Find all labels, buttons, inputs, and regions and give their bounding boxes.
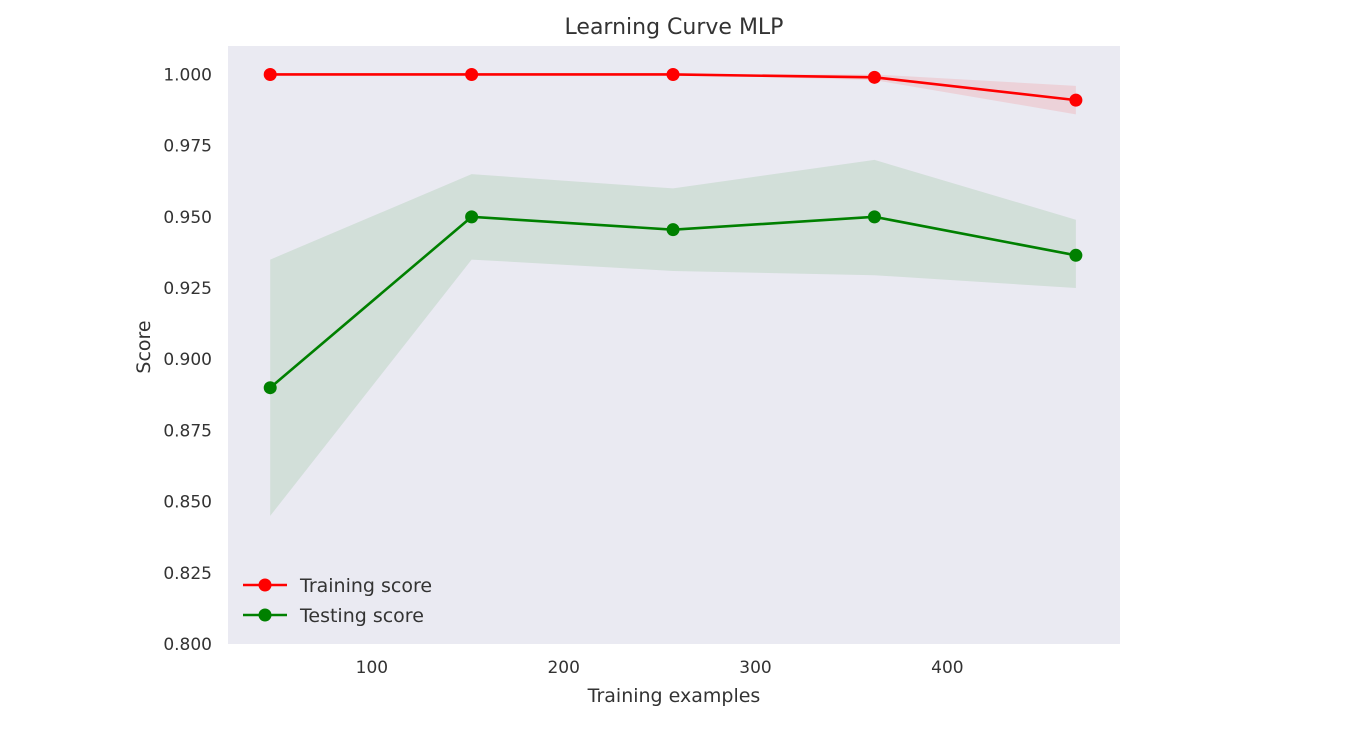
x-tick-label: 200 — [547, 658, 579, 678]
x-tick-label: 300 — [739, 658, 771, 678]
y-tick-label: 0.800 — [163, 635, 212, 655]
x-axis-ticks: 100 200 300 400 — [356, 658, 964, 678]
confidence-bands — [270, 74, 1076, 516]
y-tick-label: 0.925 — [163, 279, 212, 299]
training-score-point — [666, 67, 680, 81]
x-tick-label: 400 — [931, 658, 963, 678]
y-axis-ticks: 0.800 0.825 0.850 0.875 0.900 0.925 0.950 0.975… — [163, 65, 212, 655]
y-tick-label: 0.825 — [163, 564, 212, 584]
series-points — [263, 67, 1083, 395]
legend: Training score Testing score — [243, 575, 432, 627]
training-score-point — [263, 67, 277, 81]
testing-score-point — [465, 210, 479, 224]
y-tick-label: 0.900 — [163, 350, 212, 370]
training-score-point — [867, 70, 881, 84]
testing-score-point — [666, 223, 680, 237]
y-tick-label: 1.000 — [163, 65, 212, 85]
training-score-legend-marker — [258, 578, 272, 592]
testing-score-legend-label: Testing score — [299, 605, 424, 627]
y-tick-label: 0.975 — [163, 137, 212, 157]
x-tick-label: 100 — [356, 658, 388, 678]
testing-score-band — [270, 159, 1076, 516]
chart-title: Learning Curve MLP — [565, 15, 784, 40]
x-axis-label: Training examples — [587, 685, 761, 707]
y-tick-label: 0.850 — [163, 493, 212, 513]
y-axis-label: Score — [133, 320, 155, 373]
testing-score-legend-marker — [258, 608, 272, 622]
testing-score-point — [263, 381, 277, 395]
training-score-legend-label: Training score — [299, 575, 432, 597]
training-score-point — [465, 67, 479, 81]
y-tick-label: 0.950 — [163, 208, 212, 228]
testing-score-point — [1069, 248, 1083, 262]
testing-score-point — [867, 210, 881, 224]
training-score-point — [1069, 93, 1083, 107]
y-tick-label: 0.875 — [163, 421, 212, 441]
plot-area — [228, 46, 1120, 644]
